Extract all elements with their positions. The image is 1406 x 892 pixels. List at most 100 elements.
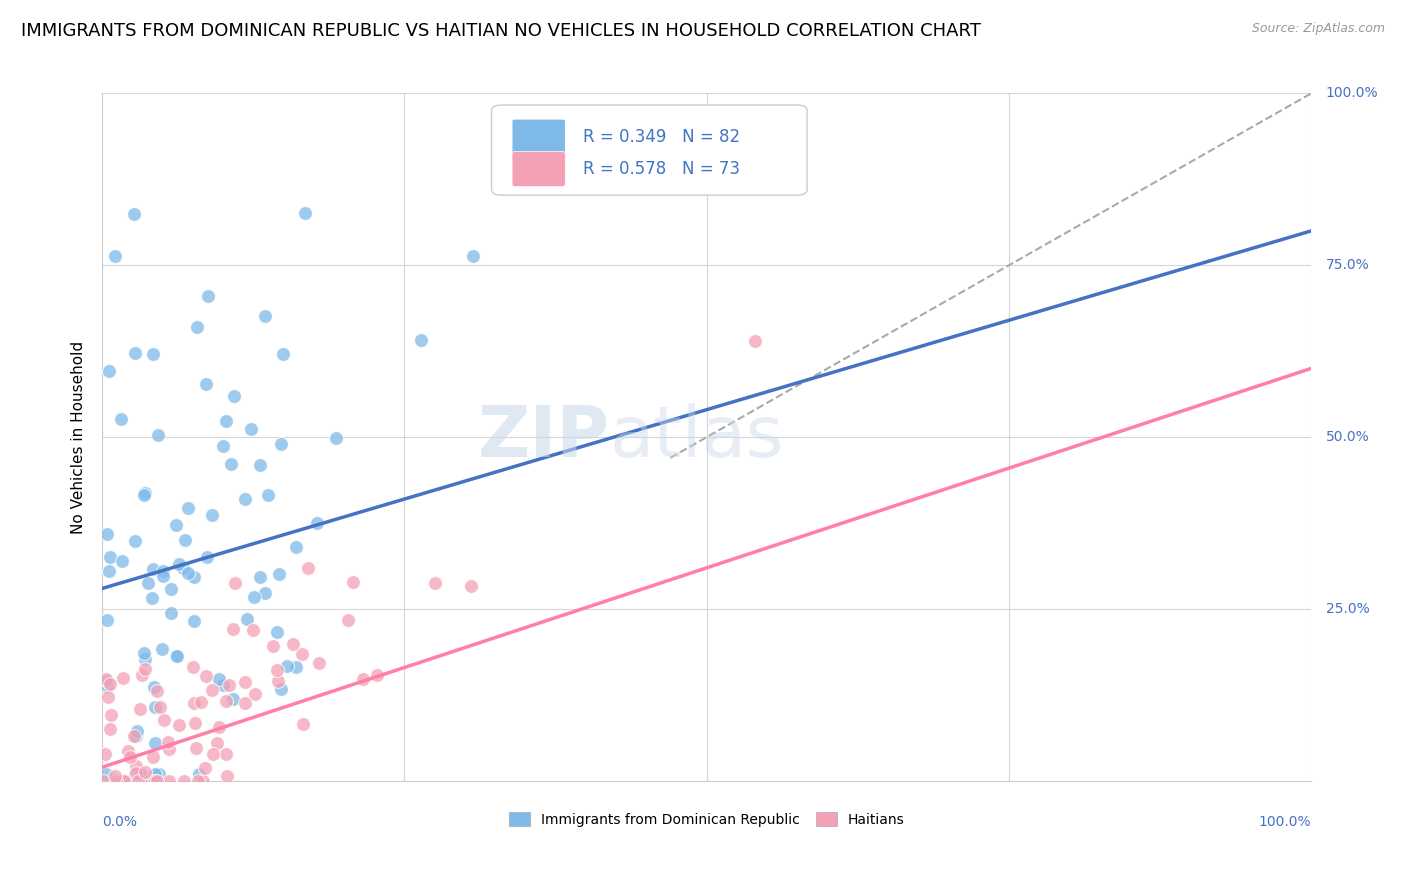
Point	[744, 334, 766, 348]
Point	[111, 554, 134, 568]
Point	[205, 736, 228, 750]
Point	[134, 486, 156, 500]
Point	[177, 566, 200, 580]
Point	[150, 641, 173, 656]
Point	[460, 579, 482, 593]
Point	[125, 759, 148, 773]
Point	[271, 346, 294, 360]
Point	[173, 533, 195, 547]
Point	[142, 749, 165, 764]
Point	[166, 648, 188, 663]
Point	[122, 729, 145, 743]
Point	[152, 564, 174, 578]
Point	[134, 765, 156, 780]
Point	[165, 648, 187, 663]
Text: 75.0%: 75.0%	[1326, 259, 1369, 272]
Point	[291, 717, 314, 731]
Point	[249, 570, 271, 584]
Point	[183, 697, 205, 711]
Point	[160, 582, 183, 597]
Point	[253, 586, 276, 600]
Point	[125, 766, 148, 780]
Point	[194, 669, 217, 683]
Point	[124, 207, 146, 221]
Point	[129, 767, 152, 781]
Point	[134, 662, 156, 676]
Point	[202, 747, 225, 762]
Point	[142, 347, 165, 361]
Point	[167, 718, 190, 732]
Point	[195, 549, 218, 564]
Point	[201, 508, 224, 523]
Point	[285, 660, 308, 674]
Point	[190, 695, 212, 709]
Point	[191, 774, 214, 789]
Point	[307, 516, 329, 530]
Point	[142, 680, 165, 694]
Point	[177, 500, 200, 515]
Point	[96, 526, 118, 541]
Text: R = 0.349   N = 82: R = 0.349 N = 82	[583, 128, 741, 145]
Point	[146, 774, 169, 789]
Point	[138, 774, 160, 789]
Point	[124, 534, 146, 549]
Point	[157, 774, 180, 789]
Point	[276, 659, 298, 673]
Point	[167, 557, 190, 571]
Point	[266, 625, 288, 640]
Point	[96, 673, 118, 688]
FancyBboxPatch shape	[492, 105, 807, 195]
Point	[165, 518, 187, 533]
Point	[183, 614, 205, 628]
Point	[153, 713, 176, 727]
Point	[239, 422, 262, 436]
Point	[285, 540, 308, 554]
Point	[257, 488, 280, 502]
Point	[117, 744, 139, 758]
Point	[235, 612, 257, 626]
Point	[141, 591, 163, 605]
Point	[291, 647, 314, 661]
Point	[184, 716, 207, 731]
Point	[267, 674, 290, 689]
Text: R = 0.578   N = 73: R = 0.578 N = 73	[583, 160, 741, 178]
Point	[187, 767, 209, 781]
Point	[211, 678, 233, 692]
Point	[269, 567, 291, 582]
Point	[157, 741, 180, 756]
Point	[222, 623, 245, 637]
Point	[94, 747, 117, 761]
Point	[111, 671, 134, 685]
Point	[98, 722, 121, 736]
Point	[173, 774, 195, 789]
Point	[197, 289, 219, 303]
Point	[352, 672, 374, 686]
Point	[212, 439, 235, 453]
Point	[145, 684, 167, 698]
Text: 100.0%: 100.0%	[1326, 87, 1378, 101]
Point	[100, 708, 122, 723]
Point	[172, 561, 194, 575]
Point	[96, 672, 118, 686]
Point	[97, 690, 120, 704]
Point	[142, 562, 165, 576]
Text: atlas: atlas	[610, 402, 785, 472]
Point	[233, 491, 256, 506]
Point	[283, 636, 305, 650]
Point	[366, 667, 388, 681]
Text: IMMIGRANTS FROM DOMINICAN REPUBLIC VS HAITIAN NO VEHICLES IN HOUSEHOLD CORRELATI: IMMIGRANTS FROM DOMINICAN REPUBLIC VS HA…	[21, 22, 981, 40]
Point	[409, 334, 432, 348]
Point	[98, 564, 121, 578]
Point	[201, 682, 224, 697]
Point	[187, 774, 209, 789]
Point	[233, 696, 256, 710]
Point	[461, 249, 484, 263]
Point	[149, 700, 172, 714]
Text: ZIP: ZIP	[478, 402, 610, 472]
Point	[134, 652, 156, 666]
Text: 25.0%: 25.0%	[1326, 602, 1369, 616]
Point	[183, 570, 205, 584]
Point	[129, 701, 152, 715]
Point	[336, 613, 359, 627]
Point	[215, 694, 238, 708]
